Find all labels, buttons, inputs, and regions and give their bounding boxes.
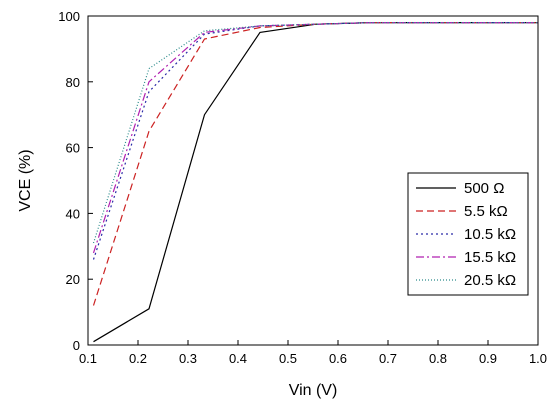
x-axis: 0.1 0.2 0.3 0.4 0.5 0.6 0.7 0.8 0.9 1.0 xyxy=(79,340,547,366)
series-lines xyxy=(92,22,538,343)
x-tick-label: 0.3 xyxy=(179,351,197,366)
x-tick-label: 0.6 xyxy=(329,351,347,366)
legend: 500 Ω 5.5 kΩ 10.5 kΩ 15.5 kΩ 20.5 kΩ xyxy=(407,172,529,296)
legend-label-5: 20.5 kΩ xyxy=(464,272,516,289)
x-tick-label: 0.9 xyxy=(479,351,497,366)
series-line-4 xyxy=(92,22,538,254)
y-tick-label: 100 xyxy=(58,9,80,24)
x-tick-label: 0.8 xyxy=(429,351,447,366)
legend-label-3: 10.5 kΩ xyxy=(464,226,516,243)
x-tick-label: 0.5 xyxy=(279,351,297,366)
y-tick-label: 40 xyxy=(66,206,80,221)
y-tick-label: 0 xyxy=(73,338,80,353)
legend-label-2: 5.5 kΩ xyxy=(464,203,508,220)
legend-label-4: 15.5 kΩ xyxy=(464,249,516,266)
legend-label-1: 500 Ω xyxy=(464,180,504,197)
plot-frame xyxy=(87,15,539,346)
x-tick-label: 0.4 xyxy=(229,351,247,366)
y-axis: 0 20 40 60 80 100 xyxy=(58,9,93,353)
x-axis-label: Vin (V) xyxy=(289,382,338,399)
x-tick-label: 0.7 xyxy=(379,351,397,366)
x-tick-label: 1.0 xyxy=(529,351,547,366)
x-tick-label: 0.1 xyxy=(79,351,97,366)
y-tick-label: 60 xyxy=(66,141,80,156)
x-tick-label: 0.2 xyxy=(129,351,147,366)
y-tick-label: 80 xyxy=(66,75,80,90)
y-axis-label: VCE (%) xyxy=(17,149,34,211)
y-tick-label: 20 xyxy=(66,272,80,287)
